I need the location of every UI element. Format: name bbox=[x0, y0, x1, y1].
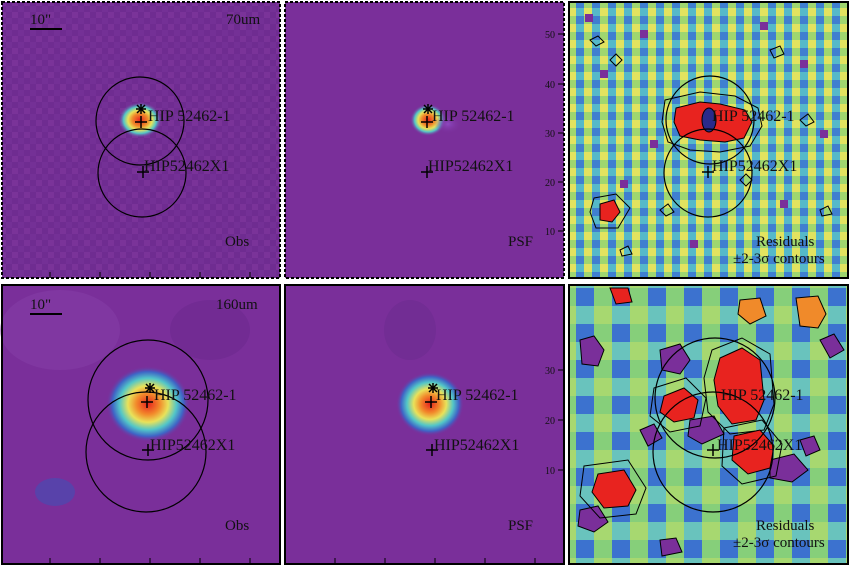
panel-type-label: PSF bbox=[508, 234, 533, 250]
cross-marker-icon bbox=[142, 444, 154, 456]
axis-tick-label: 30 bbox=[545, 129, 555, 140]
band-label: 160um bbox=[216, 297, 258, 313]
axis-ticks bbox=[49, 272, 536, 564]
residuals-label: Residuals bbox=[756, 234, 814, 250]
band-label: 70um bbox=[226, 12, 261, 28]
cross-marker-icon bbox=[702, 166, 714, 178]
source-label-secondary: HIP52462X1 bbox=[434, 437, 519, 454]
star-marker-icon bbox=[135, 104, 147, 128]
star-marker-icon bbox=[421, 104, 433, 128]
panel-type-label: PSF bbox=[508, 518, 533, 534]
axis-tick-label: 10 bbox=[545, 227, 555, 238]
residual-blob bbox=[713, 347, 765, 425]
source-label-secondary: HIP52462X1 bbox=[428, 158, 513, 175]
source-label-secondary: HIP52462X1 bbox=[712, 158, 797, 175]
source-label-primary: HIP 52462-1 bbox=[712, 108, 795, 125]
star-marker-icon bbox=[141, 383, 155, 408]
scale-bar-label: 10" bbox=[30, 12, 51, 28]
residual-blob bbox=[731, 429, 775, 475]
aperture-circle bbox=[663, 128, 753, 218]
panel-psf-160um: HIP 52462-1 HIP52462X1 PSF 30 20 10 bbox=[284, 284, 565, 565]
psf-emission bbox=[396, 372, 464, 436]
cross-marker-icon bbox=[707, 444, 719, 456]
panel-obs-160um: 10" 160um HIP 52462-1 HIP52462X1 Obs bbox=[0, 284, 281, 565]
residual-blob bbox=[659, 387, 699, 423]
aperture-circle bbox=[665, 75, 755, 165]
residuals-label: Residuals bbox=[756, 518, 814, 534]
scale-bar-label: 10" bbox=[30, 297, 51, 313]
axis-tick-label: 40 bbox=[545, 80, 555, 91]
aperture-circle bbox=[97, 128, 187, 218]
aperture-circle bbox=[652, 391, 774, 513]
panel-type-label: Obs bbox=[225, 518, 249, 534]
axis-tick-label: 20 bbox=[545, 178, 555, 189]
source-label-primary: HIP 52462-1 bbox=[436, 387, 519, 404]
source-label-secondary: HIP52462X1 bbox=[717, 437, 802, 454]
cross-marker-icon bbox=[426, 444, 438, 456]
aperture-circle bbox=[95, 76, 185, 166]
aperture-circle bbox=[87, 339, 209, 461]
cross-marker-icon bbox=[137, 166, 149, 178]
source-emission bbox=[118, 102, 162, 138]
source-label-primary: HIP 52462-1 bbox=[154, 387, 237, 404]
axis-tick-label: 20 bbox=[545, 416, 555, 427]
panel-psf-70um: HIP 52462-1 HIP52462X1 PSF 50 40 30 20 1… bbox=[284, 1, 565, 279]
source-label-secondary: HIP52462X1 bbox=[144, 158, 229, 175]
contours-label: ±2-3σ contours bbox=[733, 251, 825, 267]
source-label-primary: HIP 52462-1 bbox=[432, 108, 515, 125]
panel-residuals-70um: HIP 52462-1 HIP52462X1 Residuals ±2-3σ c… bbox=[568, 1, 849, 279]
source-emission bbox=[106, 366, 190, 442]
star-marker-icon bbox=[425, 383, 438, 408]
aperture-circle bbox=[654, 337, 776, 459]
source-label-primary: HIP 52462-1 bbox=[148, 108, 231, 125]
axis-tick-label: 50 bbox=[545, 30, 555, 41]
source-label-secondary: HIP52462X1 bbox=[150, 437, 235, 454]
residual-blob bbox=[591, 469, 637, 509]
residual-blob bbox=[599, 199, 621, 223]
axis-tick-label: 30 bbox=[545, 366, 555, 377]
cross-marker-icon bbox=[421, 166, 433, 178]
panel-obs-70um: 10" 70um HIP 52462-1 HIP52462X1 Obs bbox=[1, 1, 281, 279]
contours-label: ±2-3σ contours bbox=[733, 535, 825, 551]
axis-tick-label: 10 bbox=[545, 466, 555, 477]
panel-type-label: Obs bbox=[225, 234, 249, 250]
source-label-primary: HIP 52462-1 bbox=[721, 387, 804, 404]
panel-residuals-160um: HIP 52462-1 HIP52462X1 Residuals ±2-3σ c… bbox=[568, 284, 849, 565]
